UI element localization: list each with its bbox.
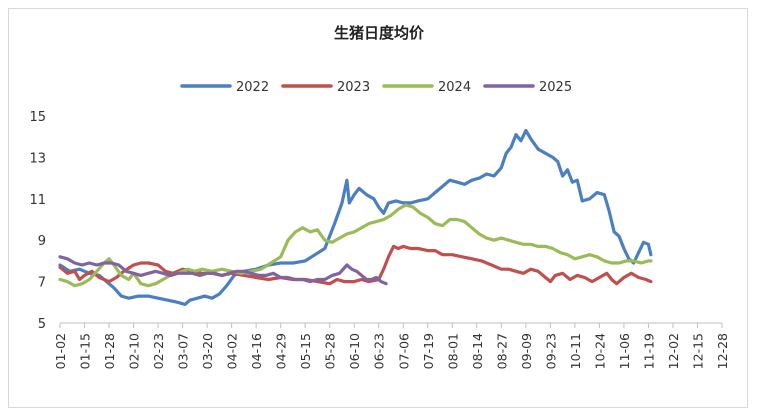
x-tick-label-18: 08-27 xyxy=(494,333,509,369)
legend-label-2022: 2022 xyxy=(236,80,269,95)
x-tick-label-17: 08-14 xyxy=(470,333,485,369)
x-tick-label-2: 01-28 xyxy=(102,333,117,369)
series-line-2025 xyxy=(58,255,388,286)
x-tick-label-9: 04-29 xyxy=(274,333,289,369)
x-tick-label-23: 11-06 xyxy=(617,333,632,369)
series-line-2024 xyxy=(58,203,653,288)
x-tick-label-12: 06-10 xyxy=(347,333,362,369)
x-tick-label-4: 02-23 xyxy=(151,333,166,369)
series-line-2023 xyxy=(58,244,653,286)
x-axis: 01-02 01-15 01-28 02-10 02-23 03-07 03-20 04-02… xyxy=(53,322,730,369)
legend: 2022 2023 2024 2025 xyxy=(180,80,572,95)
legend-label-2023: 2023 xyxy=(337,80,370,95)
x-tick-label-27: 12-28 xyxy=(715,333,730,369)
x-tick-label-25: 12-02 xyxy=(666,333,681,369)
y-tick-label-5: 15 xyxy=(29,110,46,125)
x-tick-label-7: 04-02 xyxy=(225,333,240,369)
series-line-2022 xyxy=(58,128,653,306)
legend-label-2024: 2024 xyxy=(438,80,471,95)
x-tick-label-8: 04-16 xyxy=(249,333,264,369)
chart-title: 生猪日度均价 xyxy=(334,24,425,42)
x-tick-label-16: 08-01 xyxy=(445,333,460,369)
plot-lines xyxy=(58,128,653,306)
x-tick-label-20: 09-23 xyxy=(543,333,558,369)
x-tick-label-1: 01-15 xyxy=(78,333,93,369)
legend-label-2025: 2025 xyxy=(539,80,572,95)
x-tick-label-19: 09-09 xyxy=(519,333,534,369)
y-tick-label-3: 11 xyxy=(29,193,46,208)
x-tick-label-0: 01-02 xyxy=(53,333,68,369)
x-tick-label-10: 05-15 xyxy=(298,333,313,369)
x-tick-label-5: 03-07 xyxy=(176,333,191,369)
x-tick-label-15: 07-19 xyxy=(421,333,436,369)
x-tick-label-14: 07-06 xyxy=(396,333,411,369)
y-axis: 5 7 9 11 13 15 xyxy=(29,110,46,332)
x-tick-label-24: 11-19 xyxy=(641,333,656,369)
x-tick-label-13: 06-23 xyxy=(372,333,387,369)
x-tick-label-3: 02-10 xyxy=(127,333,142,369)
y-tick-label-1: 7 xyxy=(38,276,46,291)
y-tick-label-0: 5 xyxy=(38,317,46,332)
x-tick-label-21: 10-11 xyxy=(568,333,583,369)
x-tick-label-26: 12-15 xyxy=(690,333,705,369)
x-tick-label-22: 10-24 xyxy=(592,333,607,369)
y-tick-label-4: 13 xyxy=(29,151,46,166)
y-tick-label-2: 9 xyxy=(38,234,46,249)
x-tick-label-11: 05-28 xyxy=(323,333,338,369)
x-tick-label-6: 03-20 xyxy=(200,333,215,369)
